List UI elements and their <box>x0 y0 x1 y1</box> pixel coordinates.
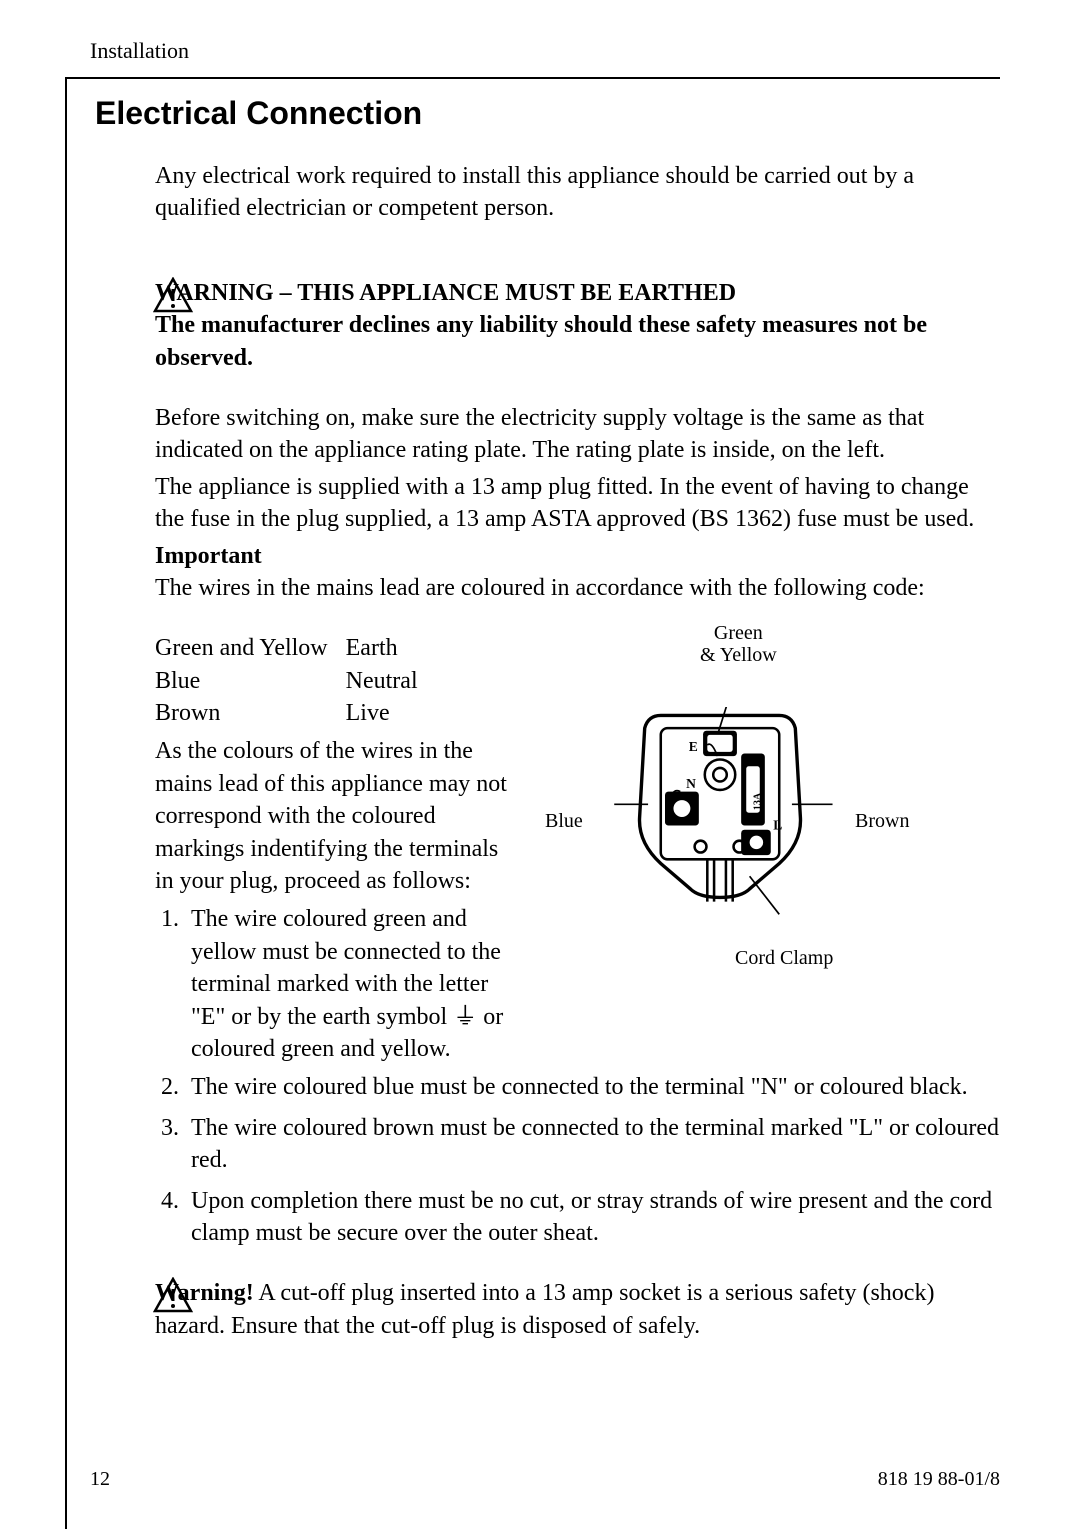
terminal-n-label: N <box>686 777 696 792</box>
fuse-label: 13A <box>753 792 764 810</box>
terminal-l-label: L <box>773 818 782 833</box>
warning-icon <box>153 1277 193 1313</box>
body-text-area: Any electrical work required to install … <box>155 160 1000 1342</box>
wire-meaning: Live <box>346 697 418 729</box>
voltage-paragraph: Before switching on, make sure the elect… <box>155 402 1000 467</box>
table-row: Brown Live <box>155 697 418 729</box>
wire-colour-table: Green and Yellow Earth Blue Neutral Brow… <box>155 632 418 729</box>
table-row: Blue Neutral <box>155 665 418 697</box>
label-yellow: & Yellow <box>700 644 777 666</box>
page-left-border <box>65 77 67 1529</box>
step-item: The wire coloured green and yellow must … <box>185 903 515 1065</box>
page-top-border <box>65 77 1000 79</box>
left-column: Green and Yellow Earth Blue Neutral Brow… <box>155 632 515 1073</box>
diagram-label-right: Brown <box>855 810 909 832</box>
fuse-paragraph: The appliance is supplied with a 13 amp … <box>155 471 1000 536</box>
label-green: Green <box>714 622 763 644</box>
steps-list-rest: The wire coloured blue must be connected… <box>155 1071 1000 1249</box>
plug-diagram: Green & Yellow Blue Brown Cord Clamp <box>545 632 1000 992</box>
wire-meaning: Neutral <box>346 665 418 697</box>
step-item: The wire coloured brown must be connecte… <box>185 1112 1000 1177</box>
step-item: Upon completion there must be no cut, or… <box>185 1185 1000 1250</box>
warning-heading: WARNING – THIS APPLIANCE MUST BE EARTHED <box>155 277 1000 309</box>
diagram-label-top: Green & Yellow <box>700 622 777 666</box>
steps-list-partial: The wire coloured green and yellow must … <box>155 903 515 1065</box>
important-text: The wires in the mains lead are coloured… <box>155 572 1000 604</box>
colours-paragraph: As the colours of the wires in the mains… <box>155 735 515 897</box>
table-row: Green and Yellow Earth <box>155 632 418 664</box>
header-section-label: Installation <box>90 38 189 64</box>
important-label: Important <box>155 540 1000 572</box>
terminal-e-label: E <box>689 739 698 754</box>
document-code: 818 19 88-01/8 <box>878 1468 1000 1491</box>
warning-first-row: WARNING – THIS APPLIANCE MUST BE EARTHED… <box>155 277 1000 374</box>
wire-colour: Brown <box>155 697 346 729</box>
wire-colour: Blue <box>155 665 346 697</box>
two-column-area: Green and Yellow Earth Blue Neutral Brow… <box>155 632 1000 1073</box>
diagram-label-left: Blue <box>545 810 583 832</box>
warning-icon <box>153 277 193 313</box>
step-item: The wire coloured blue must be connected… <box>185 1071 1000 1103</box>
warning-bottom-row: Warning! A cut-off plug inserted into a … <box>155 1277 1000 1342</box>
plug-illustration: E N 13A L <box>605 707 835 927</box>
section-title: Electrical Connection <box>95 95 1000 132</box>
page-footer: 12 818 19 88-01/8 <box>90 1468 1000 1491</box>
diagram-label-bottom: Cord Clamp <box>735 947 833 969</box>
warning-bottom-text: Warning! A cut-off plug inserted into a … <box>155 1277 1000 1342</box>
page-number: 12 <box>90 1468 110 1491</box>
page-content: Electrical Connection Any electrical wor… <box>95 95 1000 1342</box>
wire-meaning: Earth <box>346 632 418 664</box>
warning-bottom-body: A cut-off plug inserted into a 13 amp so… <box>155 1280 934 1338</box>
intro-paragraph: Any electrical work required to install … <box>155 160 1000 225</box>
warning-text: The manufacturer declines any liability … <box>155 309 1000 374</box>
wire-colour: Green and Yellow <box>155 632 346 664</box>
